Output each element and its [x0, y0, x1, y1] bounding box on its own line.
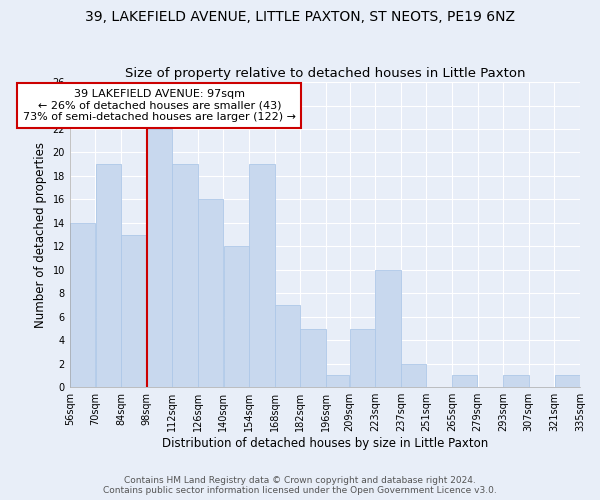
- Text: 39 LAKEFIELD AVENUE: 97sqm
← 26% of detached houses are smaller (43)
73% of semi: 39 LAKEFIELD AVENUE: 97sqm ← 26% of deta…: [23, 89, 296, 122]
- Bar: [452, 376, 478, 387]
- Bar: [326, 376, 349, 387]
- Title: Size of property relative to detached houses in Little Paxton: Size of property relative to detached ho…: [125, 66, 525, 80]
- Bar: [121, 234, 146, 387]
- X-axis label: Distribution of detached houses by size in Little Paxton: Distribution of detached houses by size …: [162, 437, 488, 450]
- Bar: [224, 246, 249, 387]
- Bar: [554, 376, 580, 387]
- Bar: [172, 164, 198, 387]
- Text: Contains HM Land Registry data © Crown copyright and database right 2024.
Contai: Contains HM Land Registry data © Crown c…: [103, 476, 497, 495]
- Bar: [249, 164, 275, 387]
- Bar: [503, 376, 529, 387]
- Bar: [198, 200, 223, 387]
- Bar: [275, 305, 300, 387]
- Bar: [376, 270, 401, 387]
- Bar: [401, 364, 426, 387]
- Bar: [95, 164, 121, 387]
- Bar: [350, 328, 375, 387]
- Y-axis label: Number of detached properties: Number of detached properties: [34, 142, 47, 328]
- Bar: [301, 328, 326, 387]
- Bar: [70, 223, 95, 387]
- Text: 39, LAKEFIELD AVENUE, LITTLE PAXTON, ST NEOTS, PE19 6NZ: 39, LAKEFIELD AVENUE, LITTLE PAXTON, ST …: [85, 10, 515, 24]
- Bar: [147, 129, 172, 387]
